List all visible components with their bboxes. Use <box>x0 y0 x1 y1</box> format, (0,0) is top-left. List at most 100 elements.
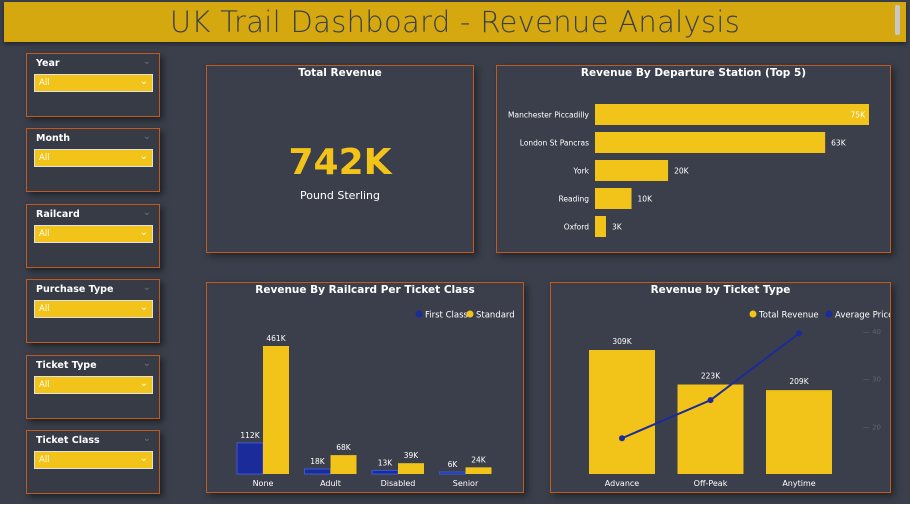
data-label: 6K <box>448 460 459 469</box>
category-label: Manchester Piccadilly <box>508 111 590 120</box>
purchase-type-dropdown[interactable]: All ⌄ <box>34 300 153 318</box>
chevron-down-icon[interactable]: ⌄ <box>142 282 151 293</box>
data-label: 209K <box>789 377 809 386</box>
dropdown-value: All <box>39 304 50 314</box>
data-label: 112K <box>240 431 260 440</box>
slicer-year: Year ⌄ All ⌄ <box>26 53 160 117</box>
chevron-down-icon[interactable]: ⌄ <box>142 433 151 444</box>
line-point <box>619 435 625 442</box>
bar <box>766 390 832 474</box>
dropdown-value: All <box>39 78 50 88</box>
month-dropdown[interactable]: All ⌄ <box>34 149 153 167</box>
data-label: 63K <box>831 139 847 148</box>
bar <box>371 469 399 475</box>
data-label: 10K <box>638 195 654 204</box>
category-label: Senior <box>453 479 479 488</box>
data-label: 18K <box>310 457 326 466</box>
legend-marker <box>415 310 423 318</box>
line-point <box>707 397 714 404</box>
legend-marker <box>749 310 757 318</box>
bar <box>304 468 331 475</box>
bar <box>595 216 606 237</box>
total-revenue-card[interactable]: Total Revenue 742K Pound Sterling <box>206 65 474 253</box>
legend-marker <box>466 310 474 318</box>
chevron-down-icon: ⌄ <box>139 453 148 464</box>
chevron-down-icon[interactable]: ⌄ <box>142 207 151 218</box>
chevron-down-icon: ⌄ <box>139 76 148 87</box>
railcard-chart[interactable]: Revenue By Railcard Per Ticket Class Fir… <box>206 282 524 493</box>
data-label: 3K <box>612 223 623 232</box>
slicer-label: Year <box>36 58 60 69</box>
dropdown-value: All <box>39 455 50 465</box>
bar <box>439 471 466 475</box>
bar <box>263 346 289 474</box>
slicer-railcard: Railcard ⌄ All ⌄ <box>26 204 160 268</box>
category-label: None <box>253 479 274 488</box>
chevron-down-icon[interactable]: ⌄ <box>142 131 151 142</box>
chevron-down-icon: ⌄ <box>139 378 148 389</box>
kpi-value: 742K <box>288 142 392 183</box>
data-label: 39K <box>404 451 420 460</box>
bar <box>589 350 655 474</box>
slicer-label: Ticket Type <box>36 360 97 371</box>
bar <box>330 455 357 474</box>
page-title: UK Trail Dashboard - Revenue Analysis <box>169 5 741 39</box>
data-label: 309K <box>612 337 632 346</box>
kpi-unit: Pound Sterling <box>299 189 381 202</box>
station-chart-svg: Manchester Piccadilly 75K London St Pancra… <box>508 104 869 237</box>
data-label: 68K <box>336 443 352 452</box>
dropdown-value: All <box>39 229 50 239</box>
scrollbar-thumb[interactable] <box>895 5 900 35</box>
line-point <box>796 330 802 337</box>
bar <box>595 160 669 181</box>
data-label: 223K <box>701 372 721 381</box>
category-label: Adult <box>320 479 341 488</box>
legend-label: Average Price <box>835 311 890 321</box>
ticket-class-dropdown[interactable]: All ⌄ <box>34 451 153 469</box>
chart-title: Revenue by Ticket Type <box>650 284 791 296</box>
category-label: Anytime <box>782 479 815 488</box>
category-label: Off-Peak <box>694 479 728 488</box>
chevron-down-icon[interactable]: ⌄ <box>142 358 151 369</box>
data-label: 20K <box>674 167 690 176</box>
legend-label: Standard <box>476 311 515 321</box>
legend-label: First Class <box>425 311 469 321</box>
bottom-strip <box>0 504 910 510</box>
slicer-label: Railcard <box>36 209 80 220</box>
data-label: 13K <box>378 458 394 467</box>
data-label: 24K <box>471 455 487 464</box>
slicer-purchase-type: Purchase Type ⌄ All ⌄ <box>26 279 160 343</box>
ticket-type-dropdown[interactable]: All ⌄ <box>34 376 153 394</box>
slicer-ticket-class: Ticket Class ⌄ All ⌄ <box>26 430 160 494</box>
chevron-down-icon: ⌄ <box>139 227 148 238</box>
railcard-chart-svg: First Class Standard 112K 461K None 18K 68K Adu… <box>236 310 515 488</box>
slicer-label: Purchase Type <box>36 284 114 295</box>
category-label: Disabled <box>381 479 416 488</box>
slicer-label: Ticket Class <box>36 435 100 446</box>
slicer-ticket-type: Ticket Type ⌄ All ⌄ <box>26 355 160 419</box>
axis-tick-label: — 40 <box>863 328 881 336</box>
chevron-down-icon: ⌄ <box>139 302 148 313</box>
category-label: York <box>572 167 589 176</box>
year-dropdown[interactable]: All ⌄ <box>34 74 153 92</box>
bar <box>236 442 264 475</box>
axis-tick-label: — 30 <box>863 376 881 384</box>
axis-tick-label: — 20 <box>863 423 881 431</box>
category-label: London St Pancras <box>520 139 589 148</box>
data-label: 461K <box>266 334 286 343</box>
departure-station-chart[interactable]: Revenue By Departure Station (Top 5) Man… <box>496 65 891 253</box>
chevron-down-icon: ⌄ <box>139 151 148 162</box>
chart-title: Revenue By Departure Station (Top 5) <box>580 67 807 79</box>
railcard-dropdown[interactable]: All ⌄ <box>34 225 153 243</box>
bar <box>595 104 869 125</box>
slicer-label: Month <box>36 133 71 144</box>
bar <box>595 188 632 209</box>
dropdown-value: All <box>39 380 50 390</box>
ticket-type-chart[interactable]: Revenue by Ticket Type Total Revenue Aver… <box>550 282 891 493</box>
dropdown-value: All <box>39 153 50 163</box>
ticket-type-chart-svg: Total Revenue Average Price — 20 — 30 — 40 30… <box>589 310 890 488</box>
bar <box>595 132 826 153</box>
chevron-down-icon[interactable]: ⌄ <box>142 56 151 67</box>
legend-marker <box>825 310 833 318</box>
